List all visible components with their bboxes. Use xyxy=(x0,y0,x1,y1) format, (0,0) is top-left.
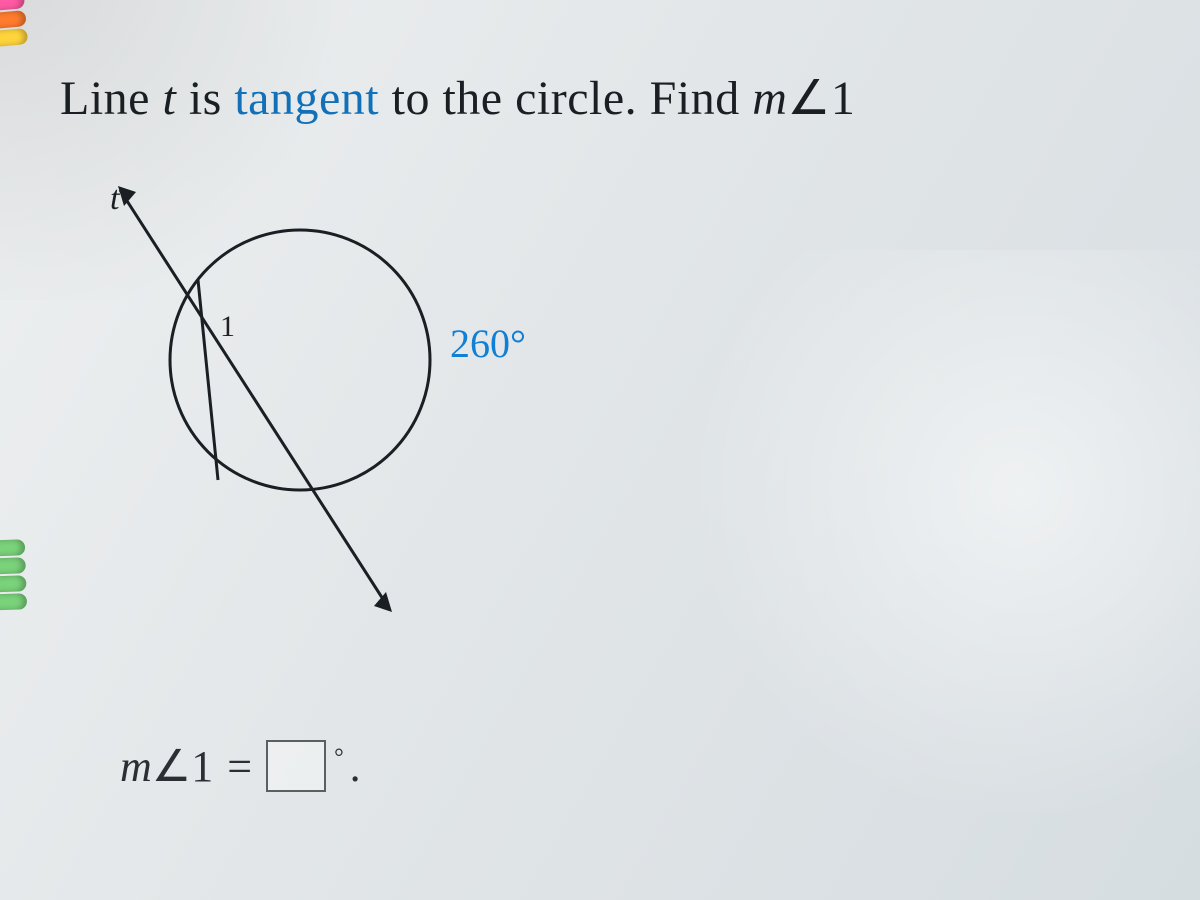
notebook-tab xyxy=(0,539,25,557)
angle-number: 1 xyxy=(831,72,856,125)
question-text: Line t is tangent to the circle. Find m∠… xyxy=(60,70,855,126)
notebook-tab xyxy=(0,575,27,593)
answer-unit: °. xyxy=(340,741,361,792)
notebook-tab xyxy=(0,10,27,30)
question-suffix: to the circle. Find xyxy=(379,72,752,125)
answer-angle-sym: ∠ xyxy=(152,742,191,791)
degree-symbol: ° xyxy=(334,745,344,771)
diagram-wrapper: t 260° 1 xyxy=(70,200,590,620)
equals-sign: = xyxy=(227,741,252,792)
line-t-label: t xyxy=(110,180,119,218)
angle-symbol: ∠ xyxy=(787,72,831,125)
notebook-tab xyxy=(0,557,26,575)
angle-1-label: 1 xyxy=(220,310,235,344)
arc-measure-label: 260° xyxy=(450,320,526,367)
keyword-tangent: tangent xyxy=(234,72,379,125)
answer-lhs: m∠1 xyxy=(120,741,213,792)
question-prefix: Line xyxy=(60,72,162,125)
screenshot-canvas: Line t is tangent to the circle. Find m∠… xyxy=(0,0,1200,900)
question-mid: is xyxy=(176,72,234,125)
answer-input-box[interactable] xyxy=(266,740,326,792)
notebook-tabs-top xyxy=(0,0,28,48)
notebook-tab xyxy=(0,593,27,611)
notebook-tabs-mid xyxy=(0,539,27,610)
notebook-tab xyxy=(0,28,28,48)
period: . xyxy=(350,742,361,791)
answer-m: m xyxy=(120,742,152,791)
find-m: m xyxy=(752,72,787,125)
diagram-svg xyxy=(70,200,590,620)
screen-glare xyxy=(600,250,1200,850)
answer-line: m∠1 = °. xyxy=(120,740,361,792)
line-name: t xyxy=(162,72,176,125)
answer-angle-num: 1 xyxy=(191,742,213,791)
